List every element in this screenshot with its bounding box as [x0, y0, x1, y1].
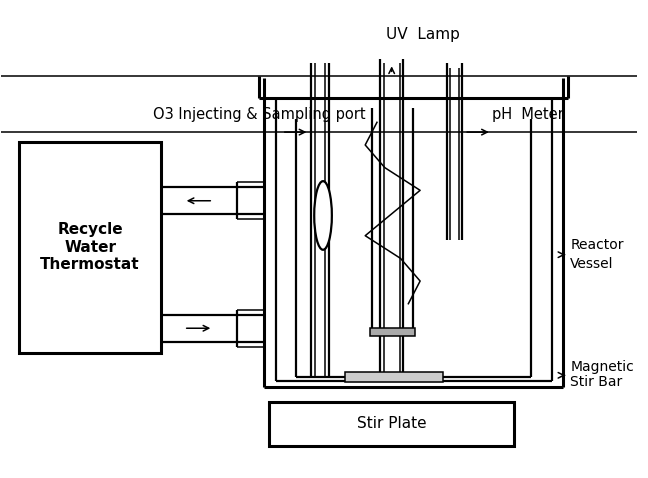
Text: Magnetic: Magnetic [570, 360, 634, 374]
Text: UV  Lamp: UV Lamp [386, 27, 460, 42]
Text: Reactor: Reactor [570, 238, 623, 252]
Text: pH  Meter: pH Meter [492, 107, 564, 122]
Bar [370, 328, 415, 336]
Text: Thermostat: Thermostat [40, 258, 140, 272]
Bar [19, 142, 161, 353]
Bar [269, 402, 515, 446]
Text: Vessel: Vessel [570, 258, 614, 272]
Text: Stir Plate: Stir Plate [357, 416, 426, 431]
Text: Recycle: Recycle [57, 222, 123, 237]
Text: Water: Water [64, 240, 116, 255]
Bar [345, 372, 443, 382]
Ellipse shape [314, 181, 332, 250]
Text: Stir Bar: Stir Bar [570, 375, 623, 389]
Text: O3 Injecting & Sampling port: O3 Injecting & Sampling port [154, 107, 366, 122]
